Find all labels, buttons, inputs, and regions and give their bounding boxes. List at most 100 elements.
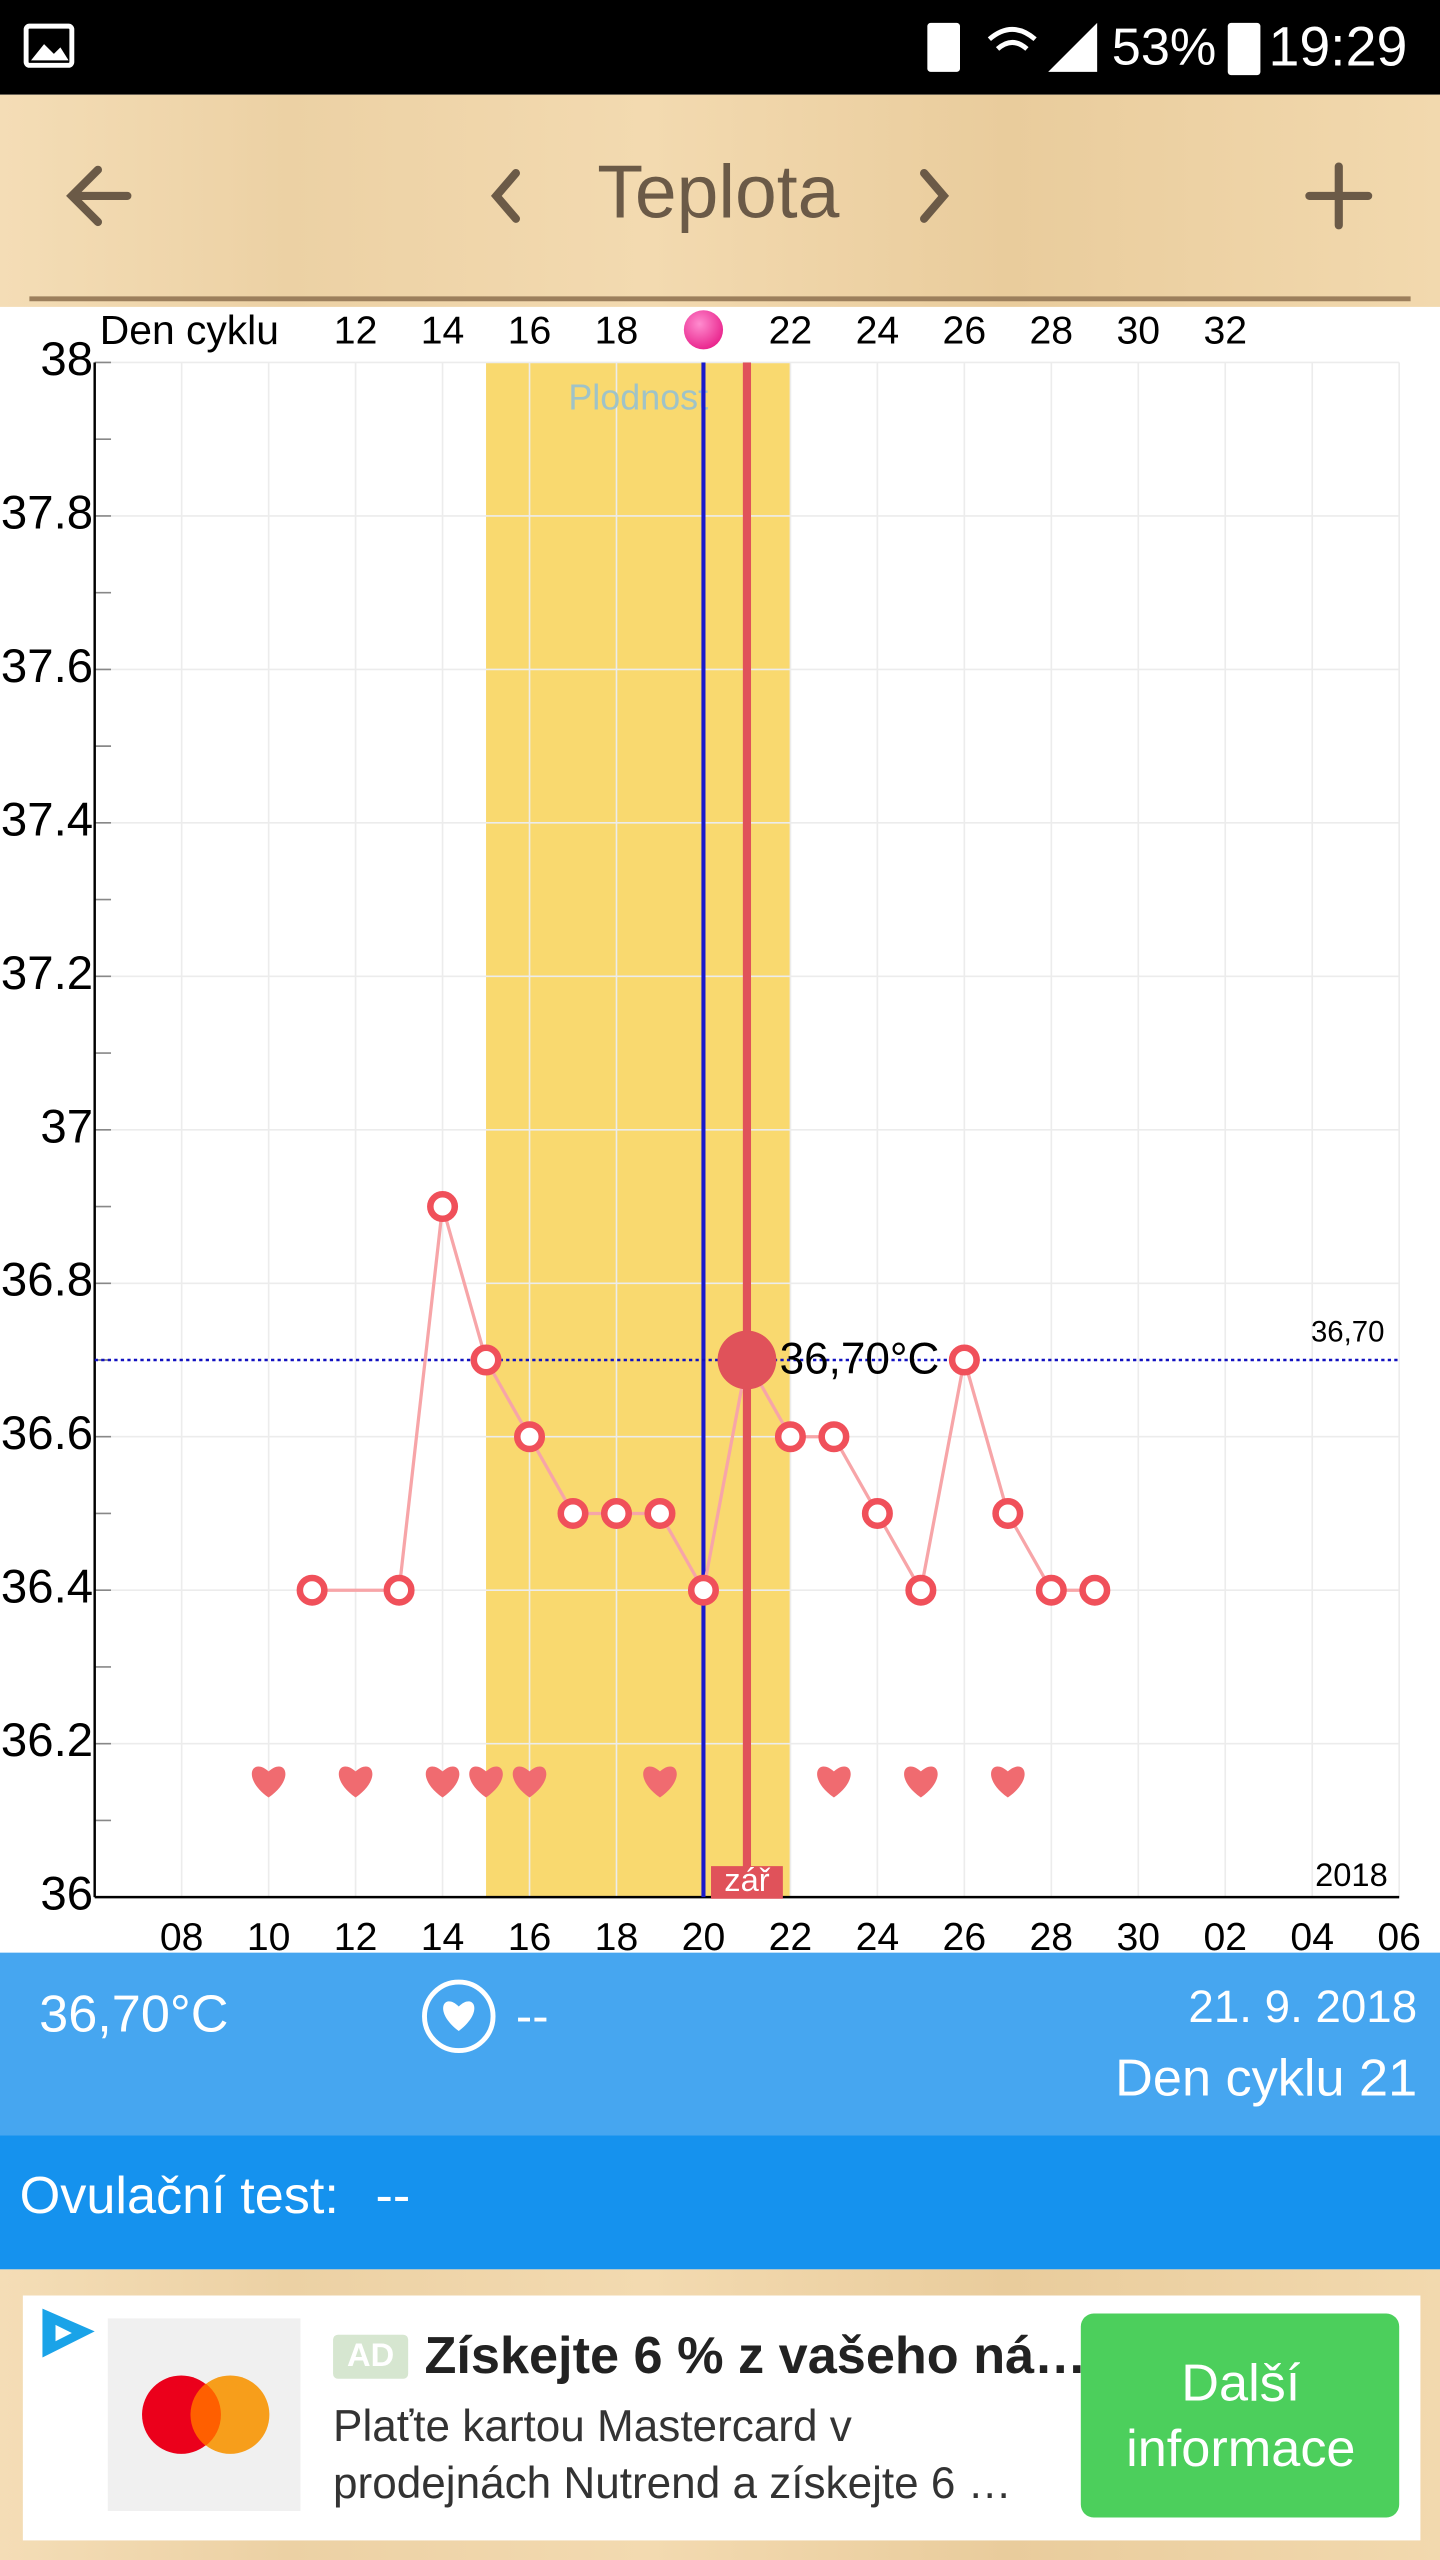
temperature-point bbox=[427, 1191, 459, 1223]
temperature-point bbox=[557, 1497, 589, 1529]
battery-icon bbox=[1227, 22, 1261, 76]
reference-label: 36,70 bbox=[1311, 1316, 1385, 1349]
ovulation-test-label: Ovulační test: bbox=[20, 2167, 339, 2225]
ad-body-line: prodejnách Nutrend a získejte 6 … bbox=[333, 2459, 1012, 2508]
cycle-day-label: 26 bbox=[943, 309, 987, 352]
x-tick-label: 04 bbox=[1290, 1916, 1334, 1959]
battery-percent: 53% bbox=[1112, 18, 1217, 76]
cycle-day-label: 30 bbox=[1116, 309, 1160, 352]
x-tick-label: 20 bbox=[682, 1916, 726, 1959]
temperature-point bbox=[861, 1497, 893, 1529]
intercourse-heart bbox=[817, 1766, 851, 1798]
info-temperature: 36,70°C bbox=[39, 1986, 228, 2044]
temperature-point bbox=[687, 1574, 719, 1606]
ovulation-marker bbox=[683, 310, 724, 350]
intercourse-heart bbox=[904, 1766, 938, 1798]
intercourse-heart bbox=[425, 1766, 460, 1798]
temperature-point bbox=[383, 1574, 415, 1606]
y-tick-label: 36 bbox=[40, 1868, 93, 1921]
header bbox=[0, 94, 1440, 307]
intercourse-heart bbox=[991, 1766, 1025, 1798]
ad-choices-icon[interactable] bbox=[42, 2308, 95, 2358]
intercourse-icon bbox=[443, 2001, 475, 2032]
y-tick-label: 36.8 bbox=[1, 1254, 93, 1307]
temperature-point bbox=[948, 1344, 980, 1376]
temperature-point bbox=[774, 1421, 806, 1453]
intercourse-heart bbox=[643, 1766, 677, 1798]
clock: 19:29 bbox=[1268, 15, 1407, 77]
battery-saver-icon bbox=[927, 22, 960, 72]
signal-icon bbox=[1048, 22, 1098, 72]
y-tick-label: 36.6 bbox=[1, 1407, 93, 1460]
ad-title: Získejte 6 % z vašeho ná… bbox=[424, 2327, 1086, 2385]
x-tick-label: 30 bbox=[1116, 1916, 1160, 1959]
x-tick-label: 02 bbox=[1203, 1916, 1247, 1959]
temperature-line bbox=[312, 1206, 1095, 1595]
info-panel bbox=[0, 1952, 1440, 2136]
x-tick-label: 12 bbox=[334, 1916, 378, 1959]
add-button[interactable] bbox=[1305, 162, 1373, 230]
temperature-point bbox=[644, 1497, 676, 1529]
temperature-point bbox=[992, 1497, 1024, 1529]
x-tick-label: 16 bbox=[508, 1916, 552, 1959]
top-axis-title: Den cyklu bbox=[100, 307, 279, 353]
temperature-point bbox=[600, 1497, 633, 1529]
ovulation-test-value: -- bbox=[376, 2167, 411, 2225]
x-tick-label: 28 bbox=[1030, 1916, 1074, 1959]
intercourse-heart bbox=[338, 1766, 373, 1798]
x-tick-label: 22 bbox=[769, 1916, 813, 1959]
x-tick-label: 14 bbox=[421, 1916, 465, 1959]
y-tick-label: 37.4 bbox=[1, 793, 93, 846]
cycle-day-label: 22 bbox=[769, 309, 813, 352]
chart: 36 36.2 36.4 36.6 36.8 37 37.2 37.4 37.6 37.8 38 08… bbox=[1, 309, 1421, 1959]
x-tick-label: 08 bbox=[160, 1916, 204, 1959]
ad-button[interactable] bbox=[1080, 2313, 1400, 2518]
cycle-day-label: 28 bbox=[1030, 309, 1074, 352]
next-button[interactable] bbox=[920, 168, 950, 223]
ovulation-test-row[interactable] bbox=[0, 2135, 1440, 2270]
intercourse-heart bbox=[469, 1766, 503, 1798]
previous-button[interactable] bbox=[490, 168, 520, 223]
ad-button-text: Další bbox=[1181, 2355, 1300, 2413]
temperature-point bbox=[296, 1574, 328, 1606]
cycle-day-label: 24 bbox=[856, 309, 900, 352]
logo-overlap bbox=[190, 2383, 221, 2446]
temperature-point bbox=[1079, 1574, 1111, 1606]
year-label: 2018 bbox=[1315, 1856, 1388, 1893]
back-button[interactable] bbox=[66, 165, 132, 227]
cycle-day-label: 14 bbox=[421, 309, 465, 352]
y-tick-label: 36.4 bbox=[1, 1561, 93, 1614]
status-bar bbox=[0, 0, 1440, 95]
temperature-point bbox=[470, 1344, 502, 1376]
y-tick-label: 37 bbox=[40, 1100, 93, 1153]
temperature-point bbox=[514, 1421, 546, 1453]
ad-button-text: informace bbox=[1126, 2420, 1355, 2478]
intercourse-heart bbox=[251, 1766, 286, 1798]
temperature-point bbox=[818, 1421, 850, 1453]
cycle-day-label: 32 bbox=[1203, 309, 1247, 352]
selected-value-label: 36,70°C bbox=[780, 1334, 940, 1383]
intercourse-heart bbox=[512, 1766, 547, 1798]
y-tick-label: 37.8 bbox=[1, 486, 93, 539]
y-tick-label: 38 bbox=[40, 333, 93, 386]
month-label: zář bbox=[724, 1861, 770, 1898]
x-tick-label: 18 bbox=[595, 1916, 639, 1959]
info-cycle-day: Den cyklu 21 bbox=[1115, 2049, 1417, 2107]
x-tick-label: 24 bbox=[856, 1916, 900, 1959]
cycle-day-label: 12 bbox=[334, 309, 378, 352]
selected-point bbox=[717, 1330, 777, 1390]
y-tick-label: 36.2 bbox=[1, 1714, 93, 1767]
info-intercourse: -- bbox=[516, 1990, 549, 2044]
x-tick-label: 10 bbox=[247, 1916, 291, 1959]
intercourse-button[interactable] bbox=[422, 1979, 496, 2054]
x-tick-label: 26 bbox=[943, 1916, 987, 1959]
ad-badge-box bbox=[333, 2334, 409, 2379]
cycle-day-label: 16 bbox=[508, 309, 552, 352]
cycle-day-label: 18 bbox=[595, 309, 639, 352]
y-tick-label: 37.2 bbox=[1, 947, 93, 1000]
gallery-icon-shape bbox=[31, 44, 69, 61]
header-title: Teplota bbox=[597, 149, 839, 233]
